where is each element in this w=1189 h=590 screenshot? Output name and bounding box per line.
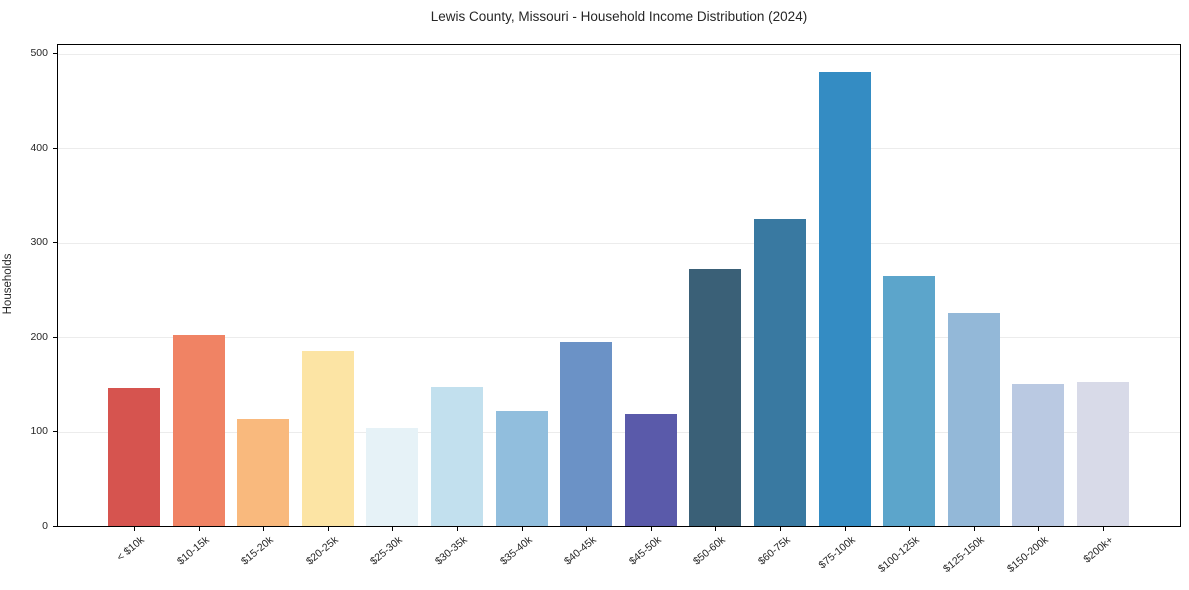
y-tick-label: 100 — [30, 425, 48, 437]
plot-area — [57, 44, 1181, 527]
x-tick-mark — [586, 527, 588, 531]
bar-$20-25k — [301, 351, 354, 526]
bar-$125-150k — [947, 313, 1000, 526]
x-tick-label: $125-150k — [940, 534, 987, 576]
x-tick-label: $25-30k — [368, 534, 406, 568]
x-tick-mark — [521, 527, 523, 531]
bar-$60-75k — [754, 218, 806, 526]
x-tick-mark — [909, 527, 911, 531]
bar-$150-200k — [1012, 384, 1065, 526]
bar-$15-20k — [237, 419, 290, 526]
x-tick-label: $40-45k — [562, 534, 599, 568]
x-tick-label: $50-60k — [691, 534, 729, 568]
y-tick-mark — [53, 53, 57, 54]
chart-title: Lewis County, Missouri - Household Incom… — [430, 9, 808, 24]
gridline-y-500 — [58, 53, 1180, 55]
x-tick-mark — [263, 527, 265, 531]
y-tick-label: 400 — [30, 141, 48, 154]
x-tick-mark — [1038, 527, 1040, 531]
x-tick-mark — [198, 527, 200, 531]
x-tick-label: $30-35k — [432, 534, 470, 568]
x-tick-label: $100-125k — [876, 534, 922, 576]
x-tick-mark — [327, 527, 329, 531]
bar-$25-30k — [366, 427, 419, 526]
x-tick-label: $45-50k — [626, 534, 664, 568]
x-tick-label: $150-200k — [1005, 534, 1052, 576]
y-tick-mark — [53, 242, 57, 243]
x-tick-mark — [1103, 527, 1104, 531]
y-tick-label: 500 — [30, 47, 48, 59]
y-tick-label: 0 — [42, 519, 48, 532]
bar-$40-45k — [560, 341, 613, 526]
x-tick-mark — [457, 527, 458, 531]
x-tick-label: $15-20k — [239, 534, 276, 568]
bar-$100-125k — [883, 275, 936, 526]
x-tick-mark — [780, 527, 781, 531]
bar-$75-100k — [818, 72, 871, 526]
bar-< $10k — [108, 388, 160, 526]
bar-$10-15k — [172, 335, 225, 526]
x-tick-label: < $10k — [114, 534, 147, 564]
y-tick-mark — [53, 336, 57, 338]
y-tick-label: 200 — [30, 330, 48, 343]
bar-$35-40k — [495, 410, 548, 526]
y-tick-mark — [53, 525, 57, 527]
bar-$30-35k — [431, 387, 483, 526]
y-tick-mark — [53, 431, 57, 432]
x-tick-label: $10-15k — [174, 534, 212, 568]
x-tick-mark — [973, 527, 975, 531]
y-tick-label: 300 — [30, 236, 48, 248]
bar-$50-60k — [689, 268, 742, 526]
y-tick-mark — [53, 147, 57, 149]
gridline-y-300 — [58, 242, 1180, 244]
gridline-y-100 — [58, 431, 1180, 433]
x-tick-label: $60-75k — [755, 534, 793, 568]
x-tick-label: $35-40k — [497, 534, 535, 568]
x-tick-label: $200k+ — [1081, 534, 1116, 566]
gridline-y-200 — [58, 337, 1180, 338]
x-tick-mark — [392, 527, 394, 531]
x-tick-label: $20-25k — [303, 534, 341, 568]
x-tick-mark — [844, 527, 846, 531]
gridline-y-400 — [58, 148, 1180, 149]
x-tick-mark — [134, 527, 135, 531]
x-tick-mark — [715, 527, 717, 531]
y-axis-label: Households — [2, 253, 14, 315]
x-tick-mark — [650, 527, 652, 531]
x-tick-label: $75-100k — [816, 534, 858, 572]
bar-$45-50k — [624, 413, 677, 526]
bar-$200k+ — [1077, 382, 1129, 526]
